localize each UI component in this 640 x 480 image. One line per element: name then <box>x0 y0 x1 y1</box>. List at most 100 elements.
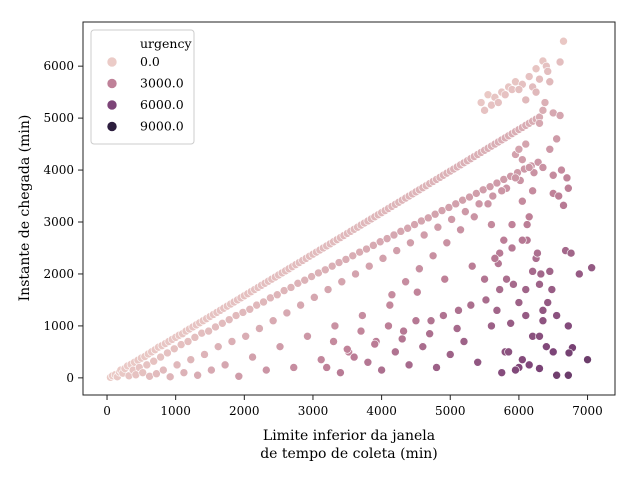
data-point <box>507 220 517 229</box>
data-point <box>465 192 474 202</box>
data-point <box>564 370 573 380</box>
data-point <box>261 365 271 375</box>
data-point <box>538 163 548 172</box>
data-point <box>397 334 407 344</box>
data-point <box>289 363 299 372</box>
data-point <box>566 248 576 258</box>
data-point <box>356 326 366 336</box>
data-point <box>179 368 189 377</box>
data-point <box>142 360 152 370</box>
y-tick-label: 1000 <box>43 319 74 333</box>
data-point <box>163 348 172 358</box>
data-point <box>227 337 237 346</box>
data-point <box>494 98 503 107</box>
data-point <box>557 165 566 175</box>
data-point <box>322 363 331 372</box>
data-point <box>218 319 227 328</box>
legend-marker <box>106 99 118 111</box>
data-point <box>377 365 386 375</box>
data-point <box>535 364 544 373</box>
data-point <box>169 344 179 354</box>
data-point <box>156 352 165 362</box>
data-point <box>430 209 440 219</box>
data-point <box>193 370 202 380</box>
data-point <box>255 324 264 333</box>
data-point <box>186 355 196 364</box>
data-point <box>555 111 565 120</box>
data-point <box>321 265 330 275</box>
data-point <box>583 355 592 364</box>
data-point <box>296 300 305 310</box>
y-tick-label: 5000 <box>43 111 74 125</box>
data-point <box>502 274 511 284</box>
data-point <box>245 304 255 314</box>
data-point <box>442 238 452 248</box>
data-point <box>300 275 310 285</box>
data-point <box>548 170 558 180</box>
data-point <box>533 248 542 258</box>
data-point <box>432 363 441 372</box>
data-point <box>531 87 541 97</box>
x-tick-label: 5000 <box>435 404 466 418</box>
data-point <box>224 315 234 324</box>
data-point <box>183 337 193 346</box>
data-point <box>389 230 399 240</box>
data-point <box>522 220 532 229</box>
data-point <box>469 212 479 222</box>
data-point <box>425 329 434 338</box>
data-point <box>474 199 484 209</box>
legend: urgency 0.0 3000.0 6000.0 9000.0 <box>90 29 195 145</box>
data-point <box>466 300 476 310</box>
y-tick-label: 4000 <box>43 163 74 177</box>
data-point <box>485 182 495 191</box>
data-point <box>382 234 392 243</box>
data-point <box>454 306 463 315</box>
data-point <box>521 139 531 149</box>
data-point <box>511 365 520 375</box>
data-point <box>419 230 429 240</box>
data-point <box>385 300 395 310</box>
legend-label: 0.0 <box>140 54 160 69</box>
data-point <box>275 342 285 351</box>
data-point <box>536 269 546 279</box>
x-tick-label: 6000 <box>504 404 535 418</box>
data-point <box>234 371 244 381</box>
data-point <box>248 352 257 362</box>
plot-frame <box>82 21 616 396</box>
data-point <box>500 90 510 100</box>
data-point <box>323 285 333 294</box>
data-point <box>358 311 367 320</box>
data-point <box>329 337 338 346</box>
legend-label: 9000.0 <box>140 119 184 134</box>
x-tick-label: 7000 <box>572 404 603 418</box>
data-point <box>545 144 555 154</box>
data-point <box>337 277 347 287</box>
x-axis: 0 1000 2000 3000 4000 5000 6000 7000 <box>103 395 603 418</box>
data-point <box>524 72 534 81</box>
data-point <box>364 261 374 271</box>
data-point <box>213 342 223 351</box>
data-point <box>545 267 555 276</box>
data-point <box>524 360 534 370</box>
data-point <box>538 316 548 326</box>
y-axis-label: Instante de chegada (min) <box>17 115 33 302</box>
data-point <box>316 355 326 364</box>
data-point <box>149 356 159 366</box>
data-point <box>190 333 200 342</box>
data-point <box>559 36 568 46</box>
data-point <box>564 321 573 331</box>
data-point <box>410 220 419 229</box>
data-point <box>433 222 443 232</box>
data-point <box>444 203 454 212</box>
data-point <box>528 267 537 276</box>
data-point <box>138 368 148 377</box>
data-point <box>492 306 502 315</box>
data-point <box>268 316 278 326</box>
data-point <box>509 280 518 289</box>
data-point <box>514 85 524 94</box>
data-point <box>559 201 568 210</box>
data-point <box>490 254 500 263</box>
data-point <box>552 370 561 380</box>
